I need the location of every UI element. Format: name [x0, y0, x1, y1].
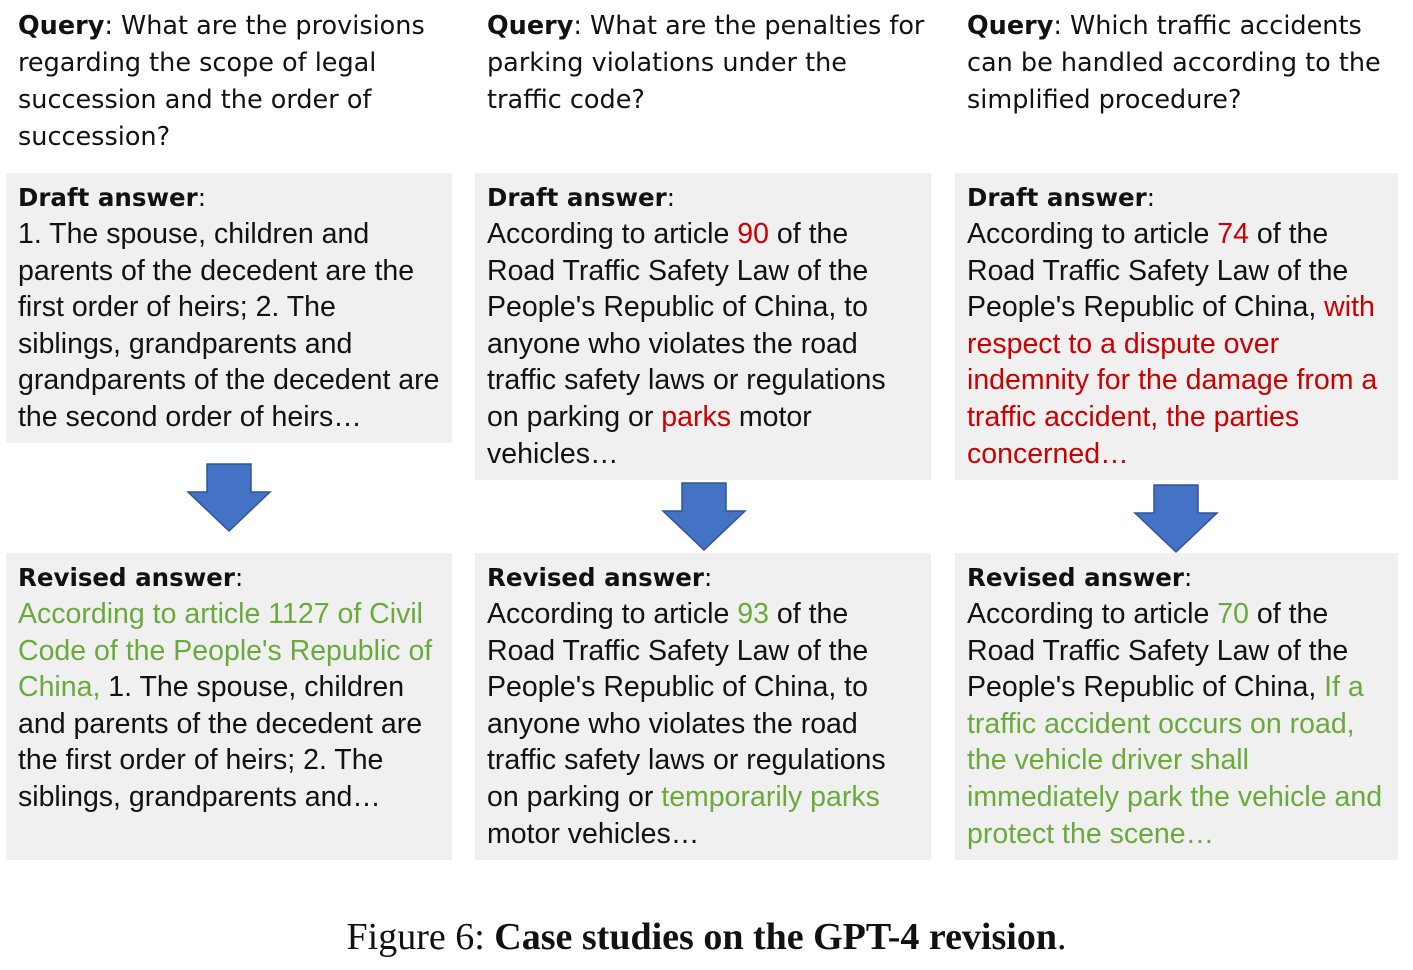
revised-answer-text: According to article 1127 of Civil Code …	[18, 596, 440, 816]
fix-highlight: If a traffic accident occurs on road, th…	[967, 671, 1383, 850]
revised-label: Revised answer	[18, 563, 236, 592]
draft-label: Draft answer	[18, 183, 198, 212]
revised-answer-box-3: Revised answer: According to article 70 …	[955, 553, 1398, 860]
fix-highlight: 70	[1217, 598, 1249, 630]
revised-label: Revised answer	[487, 563, 705, 592]
error-highlight: 74	[1217, 218, 1249, 250]
query-3: Query: Which traffic accidents can be ha…	[967, 8, 1397, 119]
revised-answer-text: According to article 70 of the Road Traf…	[967, 596, 1386, 852]
down-arrow-icon	[186, 463, 272, 533]
draft-label: Draft answer	[487, 183, 667, 212]
fix-highlight: 93	[737, 598, 769, 630]
revised-answer-text: According to article 93 of the Road Traf…	[487, 596, 919, 852]
error-highlight: parks	[661, 400, 731, 433]
error-highlight: with respect to a dispute over indemnity…	[967, 291, 1378, 470]
draft-answer-text: According to article 90 of the Road Traf…	[487, 216, 919, 472]
draft-label: Draft answer	[967, 183, 1147, 212]
fix-highlight: temporarily parks	[661, 780, 880, 813]
query-text: : What are the penalties for parking vio…	[487, 11, 925, 115]
answer-segment: of the Road Traffic Safety Law of the Pe…	[487, 598, 886, 813]
answer-segment: 1. The spouse, children and parents of t…	[18, 218, 440, 433]
answer-segment: 1. The spouse, children and parents of t…	[18, 671, 423, 813]
revised-answer-box-1: Revised answer: According to article 112…	[6, 553, 452, 860]
draft-answer-text: According to article 74 of the Road Traf…	[967, 216, 1386, 472]
draft-answer-box-2: Draft answer: According to article 90 of…	[475, 173, 931, 480]
query-label: Query	[487, 11, 574, 41]
caption-suffix: .	[1056, 916, 1067, 958]
answer-segment: of the Road Traffic Safety Law of the Pe…	[487, 218, 886, 433]
query-1: Query: What are the provisions regarding…	[18, 8, 448, 156]
caption-prefix: Figure 6:	[346, 916, 495, 958]
fix-highlight: According to article 1127 of Civil Code …	[18, 598, 433, 704]
draft-answer-box-1: Draft answer: 1. The spouse, children an…	[6, 173, 452, 443]
error-highlight: 90	[737, 218, 769, 250]
revised-label: Revised answer	[967, 563, 1185, 592]
answer-segment: According to article	[487, 598, 738, 630]
answer-segment: According to article	[967, 598, 1218, 630]
answer-segment: motor vehicles…	[487, 400, 812, 470]
query-label: Query	[967, 11, 1054, 41]
draft-answer-box-3: Draft answer: According to article 74 of…	[955, 173, 1398, 480]
figure-caption: Figure 6: Case studies on the GPT-4 revi…	[0, 910, 1413, 964]
query-label: Query	[18, 11, 105, 41]
answer-segment: motor vehicles…	[487, 817, 700, 850]
answer-segment: According to article	[487, 218, 738, 250]
revised-answer-box-2: Revised answer: According to article 93 …	[475, 553, 931, 860]
query-text: : What are the provisions regarding the …	[18, 11, 425, 152]
caption-title: Case studies on the GPT-4 revision	[494, 916, 1057, 958]
query-2: Query: What are the penalties for parkin…	[487, 8, 927, 119]
down-arrow-icon	[661, 482, 747, 552]
answer-segment: of the Road Traffic Safety Law of the Pe…	[967, 598, 1349, 704]
answer-segment: of the Road Traffic Safety Law of the Pe…	[967, 218, 1349, 324]
draft-answer-text: 1. The spouse, children and parents of t…	[18, 216, 440, 436]
down-arrow-icon	[1133, 484, 1219, 554]
query-text: : Which traffic accidents can be handled…	[967, 11, 1381, 115]
answer-segment: According to article	[967, 218, 1218, 250]
